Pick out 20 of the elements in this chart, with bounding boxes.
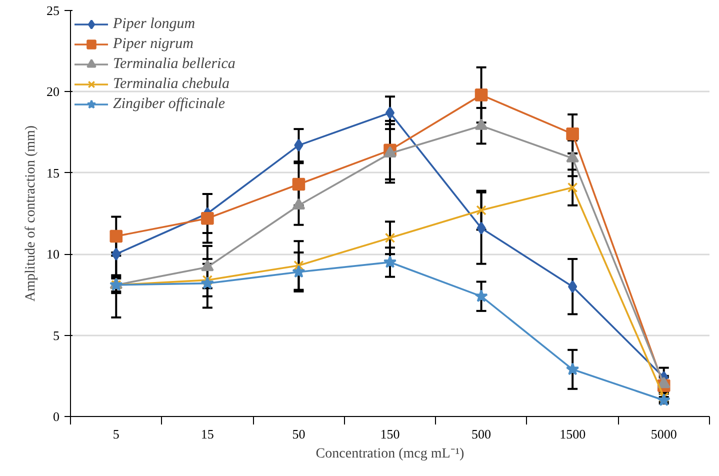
y-tick-label: 5: [53, 328, 60, 343]
y-tick-label: 10: [46, 246, 60, 262]
y-tick-label: 0: [53, 409, 60, 424]
y-tick-label: 20: [46, 84, 60, 100]
legend-label: Terminalia chebula: [113, 76, 230, 92]
legend-label: Terminalia bellerica: [113, 56, 236, 72]
x-tick-label: 15: [200, 426, 214, 442]
x-tick-label: 5000: [650, 426, 677, 442]
legend-label: Zingiber officinale: [113, 96, 226, 112]
x-axis-title: Concentration (mcg mL⁻¹): [316, 446, 465, 462]
y-axis-title: Amplitude of contraction (mm): [24, 125, 38, 302]
x-tick-label: 50: [292, 426, 306, 442]
y-tick-label: 25: [46, 3, 60, 18]
y-tick-label: 15: [46, 165, 60, 180]
x-tick-label: 1500: [560, 426, 586, 442]
legend-label: Piper nigrum: [113, 36, 194, 52]
legend-label: Piper longum: [113, 16, 196, 32]
x-tick-label: 150: [380, 426, 400, 442]
x-tick-label: 5: [112, 426, 120, 442]
x-tick-label: 500: [472, 426, 492, 442]
